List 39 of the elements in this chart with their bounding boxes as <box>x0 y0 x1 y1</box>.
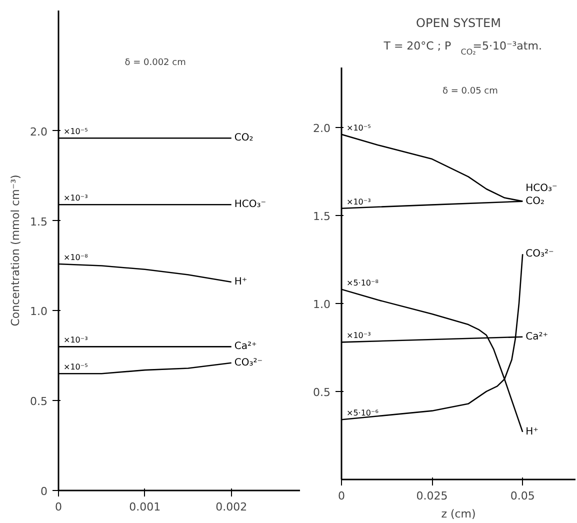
y-tick-label: 2.0 <box>313 122 331 135</box>
annotation: ×10⁻⁵ <box>346 123 371 132</box>
annotation: ×10⁻⁵ <box>64 127 88 136</box>
y-tick-label: 1.0 <box>30 305 48 318</box>
x-tick-label: 0 <box>338 490 345 502</box>
annotation: ×10⁻⁵ <box>64 362 88 372</box>
series-label: H⁺ <box>526 426 538 438</box>
series-label: CO₃²⁻ <box>234 357 263 368</box>
x-tick-label: 0.05 <box>510 490 535 502</box>
y-tick-label: 0.5 <box>30 395 48 408</box>
y-tick-label: 0.5 <box>313 386 331 399</box>
annotation: ×10⁻⁸ <box>64 252 88 262</box>
series-label: CO₂ <box>526 196 544 207</box>
x-tick-label: 0.025 <box>416 490 448 502</box>
chart-title: OPEN SYSTEM <box>416 16 501 30</box>
series-label: CO₂ <box>234 132 254 144</box>
series-label: HCO₃⁻ <box>234 199 266 210</box>
x-axis-title: z (cm) <box>441 508 476 520</box>
y-tick-label: 1.5 <box>30 215 48 228</box>
annotation: ×5·10⁻⁸ <box>346 278 378 288</box>
annotation: ×5·10⁻⁶ <box>346 408 378 418</box>
series-label: Ca²⁺ <box>234 341 257 352</box>
series-label: HCO₃⁻ <box>526 182 558 194</box>
series-label: H⁺ <box>234 276 248 288</box>
x-tick-label: 0 <box>55 500 62 514</box>
x-tick-label: 0.001 <box>129 500 161 514</box>
series-label: Ca²⁺ <box>526 331 548 342</box>
x-tick-label: 0.002 <box>216 500 248 514</box>
y-tick-label: 1.5 <box>313 210 331 223</box>
text: δ = 0.002 cm <box>124 58 186 68</box>
annotation: ×10⁻³ <box>346 331 371 340</box>
annotation: δ = 0.05 cm <box>442 86 498 96</box>
series-label: CO₃²⁻ <box>526 248 554 260</box>
annotation: ×10⁻³ <box>346 197 371 206</box>
annotation: ×10⁻³ <box>64 336 88 345</box>
y-tick-label: 1.0 <box>313 298 331 311</box>
y-axis-title: Concentration (mmol cm⁻³) <box>9 174 22 326</box>
y-tick-label: 2.0 <box>30 125 48 138</box>
annotation: ×10⁻³ <box>64 194 88 203</box>
